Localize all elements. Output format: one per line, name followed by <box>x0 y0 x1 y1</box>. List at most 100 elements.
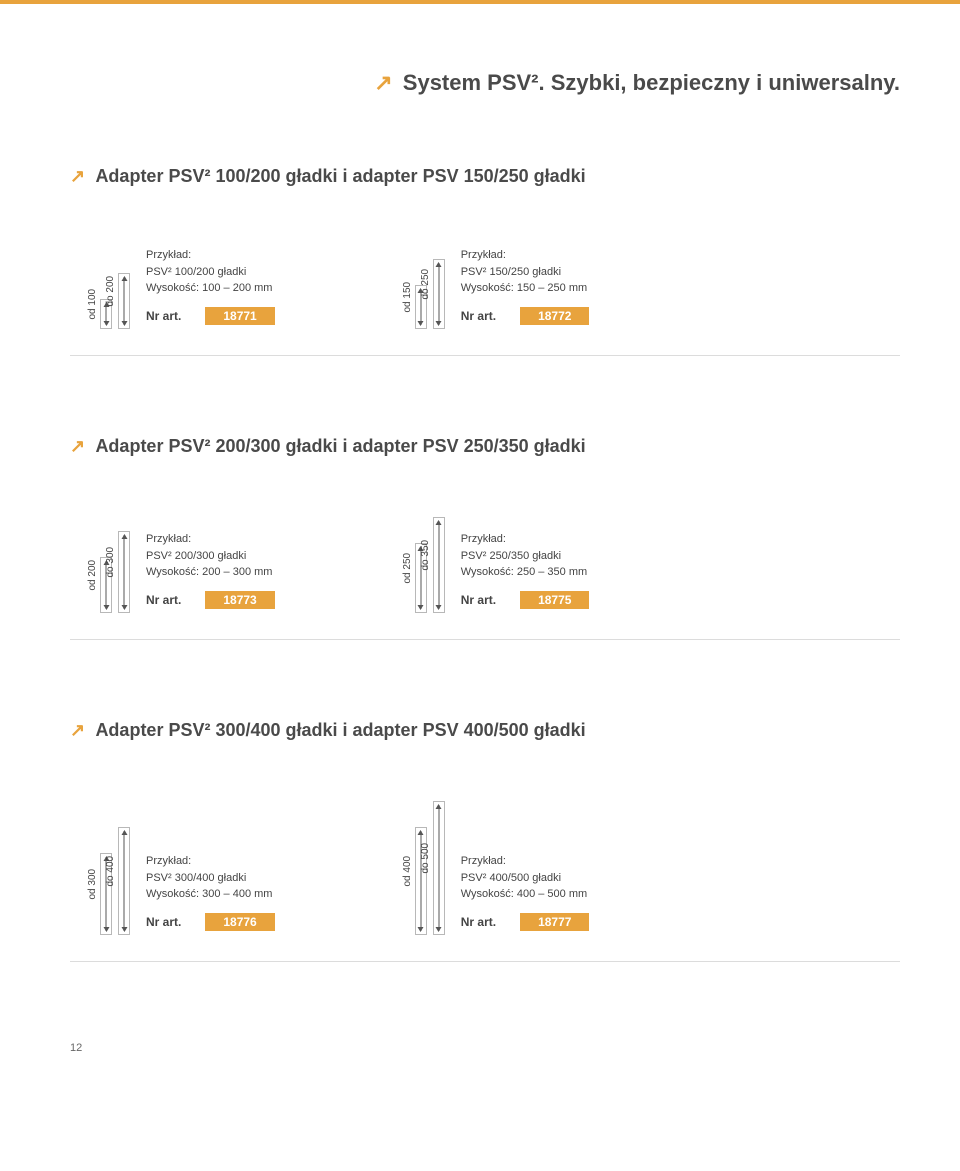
section-heading-text: Adapter PSV² 300/400 gładki i adapter PS… <box>95 720 585 740</box>
dimension-arrow-icon <box>124 831 125 931</box>
dimension-arrow-icon <box>124 535 125 609</box>
article-number-badge: 18776 <box>205 913 274 931</box>
height-range: Wysokość: 300 – 400 mm <box>146 886 275 903</box>
section-heading: ↗ Adapter PSV² 200/300 gładki i adapter … <box>70 436 900 457</box>
height-range: Wysokość: 100 – 200 mm <box>146 280 275 297</box>
dimension-arrow-icon <box>438 521 439 609</box>
article-number-label: Nr art. <box>146 309 181 323</box>
example-label: Przykład: <box>461 853 590 870</box>
product-name: PSV² 400/500 gładki <box>461 870 590 887</box>
adapter-row: od 300 do 400 Przykład: PSV² 300/400 gła… <box>70 801 900 935</box>
adapter-description: Przykład: PSV² 200/300 gładki Wysokość: … <box>146 531 275 613</box>
article-number-badge: 18773 <box>205 591 274 609</box>
bar-to: do 250 <box>433 259 445 329</box>
example-label: Przykład: <box>461 531 590 548</box>
bar-to: do 200 <box>118 273 130 329</box>
height-range: Wysokość: 250 – 350 mm <box>461 564 590 581</box>
article-number-label: Nr art. <box>146 593 181 607</box>
example-label: Przykład: <box>146 247 275 264</box>
bar-from-label: od 200 <box>87 559 98 590</box>
article-number-label: Nr art. <box>461 593 496 607</box>
article-number-label: Nr art. <box>461 309 496 323</box>
height-bars: od 200 do 300 <box>100 531 130 613</box>
section-divider <box>70 355 900 356</box>
dimension-arrow-icon <box>438 805 439 931</box>
adapter-description: Przykład: PSV² 150/250 gładki Wysokość: … <box>461 247 590 329</box>
top-accent-bar <box>0 0 960 4</box>
article-number-row: Nr art. 18772 <box>461 307 590 325</box>
page-number: 12 <box>70 1042 900 1054</box>
article-number-row: Nr art. 18775 <box>461 591 590 609</box>
product-name: PSV² 300/400 gładki <box>146 870 275 887</box>
bar-to-label: do 300 <box>105 546 116 577</box>
article-number-badge: 18772 <box>520 307 589 325</box>
adapter-row: od 100 do 200 Przykład: PSV² 100/200 gła… <box>70 247 900 329</box>
adapter-description: Przykład: PSV² 100/200 gładki Wysokość: … <box>146 247 275 329</box>
page-title-text: System PSV². Szybki, bezpieczny i uniwer… <box>403 70 900 95</box>
height-bars: od 250 do 350 <box>415 517 445 613</box>
bar-to: do 350 <box>433 517 445 613</box>
adapter-description: Przykład: PSV² 400/500 gładki Wysokość: … <box>461 853 590 935</box>
section-heading: ↗ Adapter PSV² 100/200 gładki i adapter … <box>70 166 900 187</box>
bar-to-label: do 350 <box>420 539 431 570</box>
bar-from-label: od 100 <box>87 288 98 319</box>
article-number-badge: 18771 <box>205 307 274 325</box>
bar-to-label: do 400 <box>105 855 116 886</box>
arrow-icon: ↗ <box>70 166 85 186</box>
article-number-row: Nr art. 18777 <box>461 913 590 931</box>
article-number-badge: 18777 <box>520 913 589 931</box>
example-label: Przykład: <box>146 531 275 548</box>
adapter-description: Przykład: PSV² 250/350 gładki Wysokość: … <box>461 531 590 613</box>
arrow-icon: ↗ <box>70 720 85 740</box>
adapter-section: ↗ Adapter PSV² 100/200 gładki i adapter … <box>70 166 900 356</box>
product-name: PSV² 150/250 gładki <box>461 264 590 281</box>
height-range: Wysokość: 200 – 300 mm <box>146 564 275 581</box>
height-range: Wysokość: 150 – 250 mm <box>461 280 590 297</box>
article-number-row: Nr art. 18771 <box>146 307 275 325</box>
article-number-label: Nr art. <box>461 915 496 929</box>
page-title: ↗ System PSV². Szybki, bezpieczny i uniw… <box>70 70 900 96</box>
bar-to: do 400 <box>118 827 130 935</box>
height-bars: od 400 do 500 <box>415 801 445 935</box>
height-bars: od 300 do 400 <box>100 827 130 935</box>
adapter-item-left: od 100 do 200 Przykład: PSV² 100/200 gła… <box>100 247 275 329</box>
bar-from-label: od 300 <box>87 868 98 899</box>
section-divider <box>70 639 900 640</box>
height-bars: od 100 do 200 <box>100 273 130 329</box>
adapter-item-left: od 300 do 400 Przykład: PSV² 300/400 gła… <box>100 801 275 935</box>
section-heading: ↗ Adapter PSV² 300/400 gładki i adapter … <box>70 720 900 741</box>
article-number-row: Nr art. 18773 <box>146 591 275 609</box>
product-name: PSV² 200/300 gładki <box>146 548 275 565</box>
example-label: Przykład: <box>461 247 590 264</box>
bar-from-label: od 400 <box>402 855 413 886</box>
product-name: PSV² 100/200 gładki <box>146 264 275 281</box>
section-divider <box>70 961 900 962</box>
bar-to-label: do 250 <box>420 268 431 299</box>
adapter-section: ↗ Adapter PSV² 200/300 gładki i adapter … <box>70 436 900 640</box>
height-range: Wysokość: 400 – 500 mm <box>461 886 590 903</box>
dimension-arrow-icon <box>124 277 125 325</box>
section-heading-text: Adapter PSV² 200/300 gładki i adapter PS… <box>95 436 585 456</box>
arrow-icon: ↗ <box>374 70 392 95</box>
section-heading-text: Adapter PSV² 100/200 gładki i adapter PS… <box>95 166 585 186</box>
adapter-section: ↗ Adapter PSV² 300/400 gładki i adapter … <box>70 720 900 962</box>
bar-to: do 300 <box>118 531 130 613</box>
page-content: ↗ System PSV². Szybki, bezpieczny i uniw… <box>0 40 960 1084</box>
adapter-item-right: od 400 do 500 Przykład: PSV² 400/500 gła… <box>415 801 590 935</box>
product-name: PSV² 250/350 gładki <box>461 548 590 565</box>
article-number-badge: 18775 <box>520 591 589 609</box>
adapter-description: Przykład: PSV² 300/400 gładki Wysokość: … <box>146 853 275 935</box>
article-number-row: Nr art. 18776 <box>146 913 275 931</box>
article-number-label: Nr art. <box>146 915 181 929</box>
height-bars: od 150 do 250 <box>415 259 445 329</box>
bar-to-label: do 200 <box>105 275 116 306</box>
example-label: Przykład: <box>146 853 275 870</box>
bar-to: do 500 <box>433 801 445 935</box>
bar-from-label: od 150 <box>402 281 413 312</box>
bar-from-label: od 250 <box>402 552 413 583</box>
adapter-item-left: od 200 do 300 Przykład: PSV² 200/300 gła… <box>100 517 275 613</box>
dimension-arrow-icon <box>438 263 439 325</box>
adapter-item-right: od 250 do 350 Przykład: PSV² 250/350 gła… <box>415 517 590 613</box>
bar-to-label: do 500 <box>420 842 431 873</box>
arrow-icon: ↗ <box>70 436 85 456</box>
